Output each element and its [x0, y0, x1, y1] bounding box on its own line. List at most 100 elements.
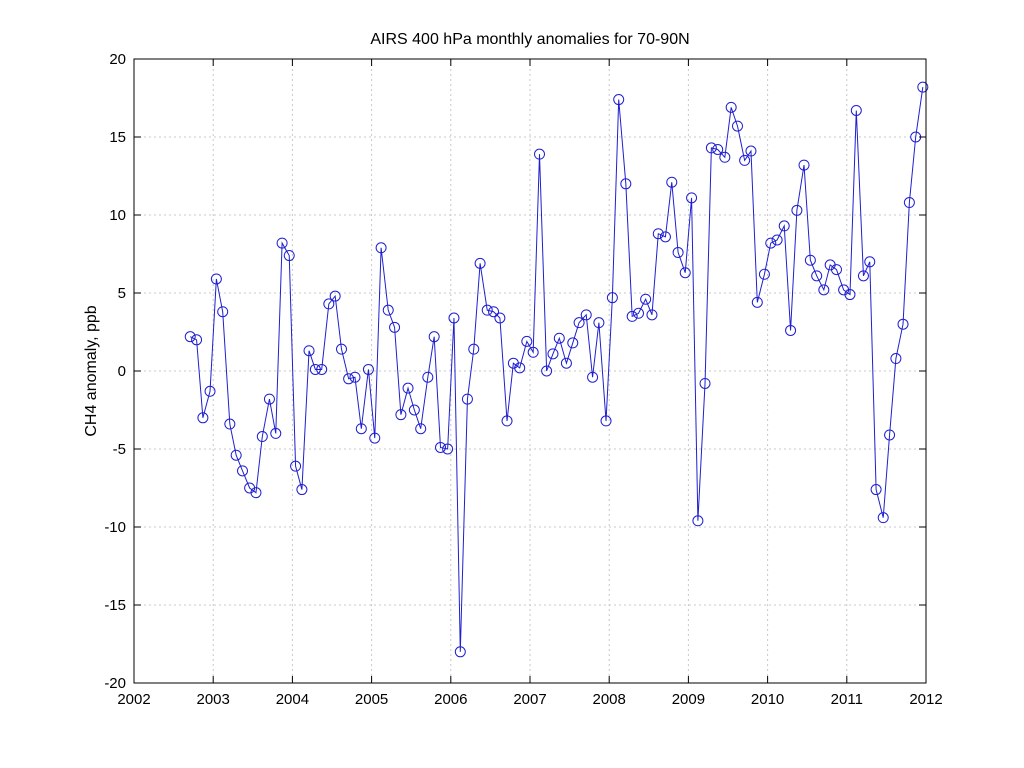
- data-point: [488, 306, 500, 318]
- data-point: [184, 331, 196, 343]
- data-point: [560, 357, 572, 369]
- data-point: [732, 120, 743, 132]
- data-point: [798, 159, 810, 171]
- data-point: [494, 312, 506, 324]
- data-point: [468, 343, 480, 355]
- data-point: [422, 371, 434, 383]
- data-point: [224, 418, 236, 430]
- data-point: [534, 148, 545, 160]
- data-point: [395, 409, 407, 421]
- ticks-layer: 2002 2003 2004 2005 2006 2007 2008 2009 2010 2011…: [104, 51, 942, 708]
- data-point: [527, 346, 539, 358]
- data-point: [362, 363, 374, 375]
- data-point: [712, 143, 724, 155]
- data-point: [303, 345, 315, 357]
- data-point: [408, 404, 420, 416]
- data-point: [474, 257, 486, 269]
- chart-title: AIRS 400 hPa monthly anomalies for 70-90…: [370, 31, 689, 48]
- data-point: [890, 353, 902, 365]
- data-point: [659, 231, 671, 243]
- data-point: [343, 373, 355, 385]
- data-point: [640, 293, 652, 305]
- data-point: [541, 365, 553, 377]
- data-point: [785, 324, 797, 336]
- data-point: [375, 242, 387, 254]
- data-point: [679, 267, 691, 279]
- data-point: [547, 348, 559, 360]
- data-point: [864, 256, 876, 268]
- data-point: [686, 192, 698, 204]
- y-tick-label: 10: [109, 207, 126, 224]
- data-point: [751, 296, 763, 308]
- data-point: [309, 363, 321, 375]
- data-point: [283, 250, 295, 262]
- y-tick-label: -10: [104, 519, 126, 536]
- data-point: [290, 460, 302, 472]
- data-point: [217, 306, 229, 318]
- data-point: [804, 254, 816, 266]
- x-tick-label: 2010: [751, 691, 784, 708]
- data-point: [818, 284, 830, 296]
- data-point: [481, 304, 493, 316]
- data-point: [389, 321, 401, 333]
- y-tick-label: -5: [113, 441, 126, 458]
- data-point: [448, 312, 460, 324]
- data-point: [705, 142, 717, 154]
- data-point: [771, 234, 783, 246]
- data-point: [877, 512, 889, 524]
- x-tick-label: 2007: [513, 691, 546, 708]
- data-point: [501, 415, 513, 427]
- x-tick-label: 2005: [355, 691, 388, 708]
- data-point: [461, 393, 473, 405]
- data-point: [719, 151, 731, 163]
- data-point: [270, 427, 282, 439]
- data-point: [263, 393, 275, 405]
- data-point: [204, 385, 216, 397]
- y-tick-label: 0: [118, 363, 126, 380]
- data-point: [613, 94, 625, 106]
- y-tick-label: 15: [109, 129, 126, 146]
- data-point: [276, 237, 288, 249]
- data-point: [521, 335, 533, 347]
- data-point: [725, 101, 737, 113]
- data-point: [256, 431, 268, 443]
- data-point: [666, 176, 678, 188]
- data-point: [739, 154, 751, 166]
- data-point: [844, 289, 856, 301]
- y-tick-label: 5: [118, 285, 126, 302]
- data-point: [349, 371, 361, 383]
- y-tick-label: -20: [104, 675, 126, 692]
- x-tick-label: 2011: [831, 691, 863, 708]
- data-point: [897, 318, 909, 330]
- data-point: [296, 484, 308, 496]
- data-point: [850, 104, 862, 116]
- data-point: [197, 412, 209, 424]
- data-point: [191, 334, 203, 346]
- data-point: [329, 290, 341, 302]
- data-point: [580, 309, 592, 321]
- data-point: [745, 145, 757, 157]
- data-point: [620, 178, 632, 190]
- data-point: [428, 331, 440, 343]
- data-point: [692, 515, 704, 527]
- data-point: [587, 371, 599, 383]
- data-point: [435, 441, 446, 453]
- data-point: [355, 423, 367, 435]
- x-tick-label: 2009: [672, 691, 705, 708]
- data-point: [323, 298, 335, 310]
- data-point: [237, 465, 248, 477]
- data-point: [593, 317, 605, 329]
- x-tick-label: 2003: [197, 691, 230, 708]
- data-point: [210, 273, 222, 285]
- x-tick-label: 2004: [276, 691, 309, 708]
- data-point: [831, 264, 842, 276]
- data-point: [626, 310, 638, 322]
- data-point: [903, 197, 915, 209]
- grid: [134, 59, 926, 683]
- data-point: [917, 81, 929, 93]
- x-tick-label: 2008: [593, 691, 626, 708]
- data-point: [600, 415, 612, 427]
- data-point: [765, 237, 777, 249]
- y-tick-label: -15: [104, 597, 126, 614]
- data-point: [652, 228, 664, 240]
